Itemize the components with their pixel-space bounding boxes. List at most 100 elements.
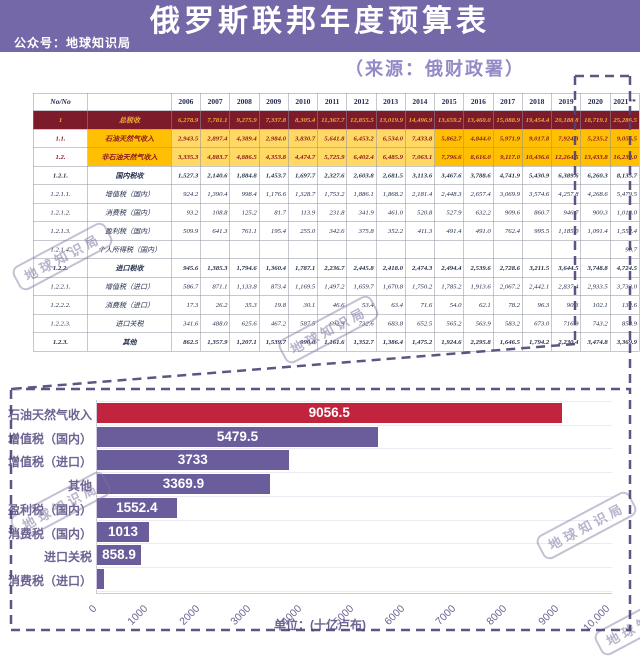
value-cell: 6,389.6 — [551, 166, 581, 185]
bar-value-label: 9056.5 — [308, 405, 350, 420]
value-cell: 509.9 — [171, 221, 201, 241]
row-label: 消费税（进口） — [87, 295, 172, 315]
value-cell: 93.2 — [171, 203, 201, 222]
value-cell: 3,788.6 — [463, 166, 494, 185]
year-header: 2021** — [609, 93, 640, 111]
value-cell: 3,369.9 — [609, 332, 640, 352]
value-cell: 1,670.8 — [375, 277, 406, 296]
bar-category-label: 石油天然气收入 — [7, 408, 92, 422]
value-cell: 26.2 — [200, 295, 230, 315]
value-cell: 35.3 — [229, 295, 260, 315]
value-cell: 102.1 — [580, 295, 611, 315]
value-cell: 63.4 — [375, 295, 406, 315]
watermark-stamp: 地球知识局 — [533, 488, 640, 563]
value-cell — [171, 240, 201, 259]
value-cell: 1,868.2 — [375, 184, 406, 204]
value-cell: 2,230.4 — [551, 332, 581, 352]
value-cell: 1,697.7 — [288, 166, 318, 185]
value-cell — [434, 240, 464, 259]
value-cell: 1,552.4 — [609, 221, 640, 241]
x-tick-label: 1000 — [125, 602, 151, 628]
year-header: 2006 — [171, 93, 201, 111]
row-label: 总税收 — [87, 110, 172, 130]
value-cell: 527.9 — [434, 203, 464, 222]
value-cell: 945.6 — [171, 258, 201, 278]
x-tick-label: 8000 — [484, 602, 510, 628]
table-row: 1.2.1.3. 盈利税（国内） 509.9 641.3 761.1 195.4 255.0… — [33, 221, 640, 241]
value-cell: 1,475.2 — [405, 332, 435, 352]
value-cell: 2,897.4 — [200, 129, 230, 148]
value-cell: 4,268.6 — [580, 184, 611, 204]
value-cell: 583.2 — [492, 314, 523, 333]
value-cell: 9,017.8 — [522, 129, 552, 148]
value-cell: 1,659.7 — [346, 277, 377, 296]
value-cell: 2,539.6 — [463, 258, 494, 278]
value-cell: 1,924.6 — [434, 332, 464, 352]
value-cell: 1,794.6 — [229, 258, 260, 278]
value-cell — [405, 240, 435, 259]
value-cell: 7,924.3 — [551, 129, 581, 148]
value-cell: 1,360.4 — [258, 258, 289, 278]
value-cell: 1,185.0 — [551, 221, 581, 241]
value-cell: 375.8 — [346, 221, 377, 241]
value-cell: 641.3 — [200, 221, 230, 241]
value-cell — [580, 240, 611, 259]
value-cell: 1,013.0 — [609, 203, 640, 222]
value-cell: 4,389.4 — [229, 129, 260, 148]
value-cell: 673.0 — [522, 314, 552, 333]
value-cell: 6,453.2 — [346, 129, 377, 148]
year-header: 2012 — [346, 93, 377, 111]
value-cell: 2,181.4 — [405, 184, 435, 204]
value-cell: 6,260.3 — [580, 166, 611, 185]
bar: 3369.9 — [97, 474, 270, 495]
value-cell: 8,135.7 — [609, 166, 640, 185]
value-cell: 1,750.2 — [405, 277, 435, 296]
value-cell: 586.7 — [171, 277, 201, 296]
value-cell: 873.4 — [258, 277, 289, 296]
value-cell: 4,474.7 — [288, 147, 318, 167]
value-cell: 2,140.6 — [200, 166, 230, 185]
gridline — [97, 519, 612, 521]
value-cell: 17.3 — [171, 295, 201, 315]
row-label: 增值税（国内） — [87, 184, 172, 204]
value-cell: 9,056.5 — [609, 129, 640, 148]
value-cell: 520.8 — [405, 203, 435, 222]
value-cell: 2,943.5 — [171, 129, 201, 148]
label-column-header — [87, 93, 172, 111]
value-cell: 125.2 — [229, 203, 260, 222]
value-cell: 18,719.1 — [580, 110, 611, 130]
year-header: 2009 — [258, 93, 289, 111]
budget-table-region: No/No 2006 2007 2008 2009 2010 2011 2012 2013 201… — [33, 93, 640, 352]
value-cell: 5,862.7 — [434, 129, 464, 148]
gridline — [97, 590, 612, 592]
row-label: 非石油天然气收入 — [87, 147, 172, 167]
value-cell: 13,460.0 — [463, 110, 494, 130]
page-title: 俄罗斯联邦年度预算表 — [150, 5, 490, 38]
value-cell: 491.0 — [463, 221, 494, 241]
value-cell: 716.9 — [551, 314, 581, 333]
year-header: 2008 — [229, 93, 260, 111]
table-row: 1.2.1.4. 个人所得税（国内） 90.7 — [33, 240, 640, 259]
table-row: 1.2.2.1. 增值税（进口） 586.7 871.1 1,133.8 873.4 1,1… — [33, 277, 640, 296]
value-cell: 1,176.6 — [258, 184, 289, 204]
value-cell: 25,286.5 — [609, 110, 640, 130]
value-cell: 871.1 — [200, 277, 230, 296]
value-cell — [288, 240, 318, 259]
x-axis-line — [96, 593, 612, 594]
year-header: 2013 — [375, 93, 406, 111]
bar: 5479.5 — [97, 426, 379, 447]
value-cell: 78.2 — [492, 295, 523, 315]
value-cell: 7,796.6 — [434, 147, 464, 167]
value-cell: 6,402.4 — [346, 147, 377, 167]
table-row: 1.2.2. 进口税收 945.6 1,385.3 1,794.6 1,360.4 1,78… — [33, 258, 640, 278]
x-tick-label: 0 — [86, 602, 100, 616]
value-cell: 488.0 — [200, 314, 230, 333]
value-cell: 4,353.8 — [258, 147, 289, 167]
value-cell: 195.4 — [258, 221, 289, 241]
value-cell: 1,753.2 — [317, 184, 347, 204]
value-cell: 1,385.3 — [200, 258, 230, 278]
table-row: 1.2.1.1. 增值税（国内） 924.2 1,390.4 998.4 1,176.6 1… — [33, 184, 640, 204]
value-cell: 108.8 — [200, 203, 230, 222]
row-label: 石油天然气收入 — [87, 129, 172, 148]
value-cell: 30.1 — [288, 295, 318, 315]
